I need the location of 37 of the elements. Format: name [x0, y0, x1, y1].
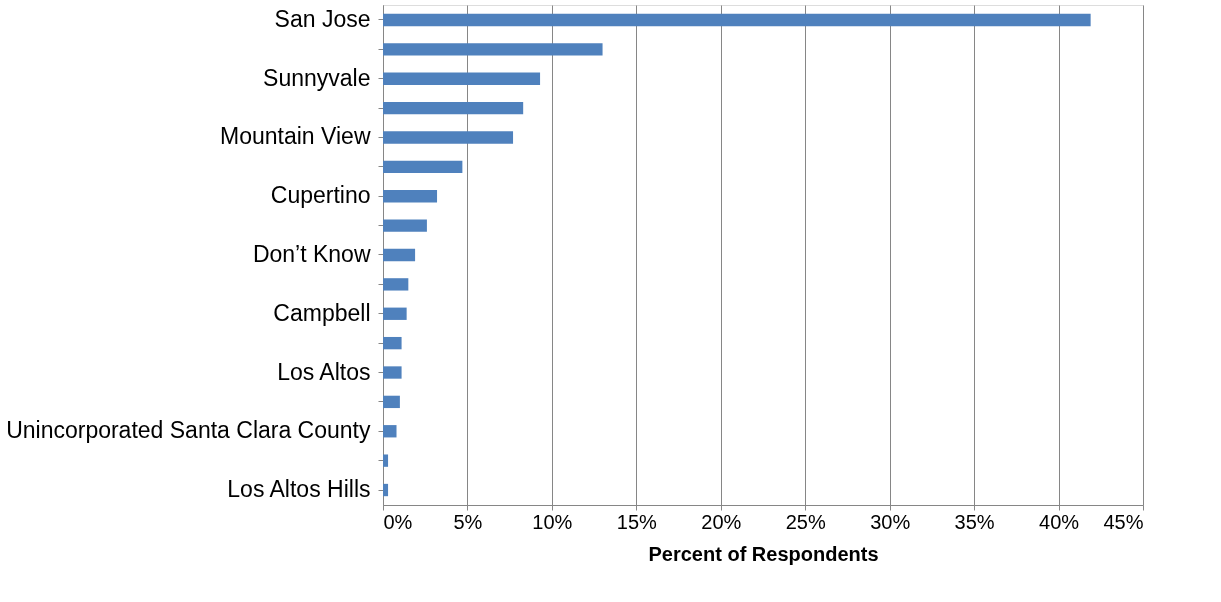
x-tick-label: 15% — [616, 510, 658, 533]
x-tick-label: 10% — [532, 510, 573, 533]
x-axis-title: Percent of Respondents — [648, 542, 879, 565]
x-tick-label: 30% — [870, 510, 911, 533]
bar — [383, 190, 438, 203]
x-tick-label: 5% — [453, 510, 483, 533]
bar — [383, 131, 514, 144]
y-tick-label: Unincorporated Santa Clara County — [6, 417, 371, 444]
bar — [383, 336, 402, 350]
bar — [383, 366, 402, 379]
bar — [383, 425, 397, 438]
y-tick-label: Los Altos Hills — [227, 476, 371, 503]
bar — [383, 101, 524, 115]
y-tick-label: Campbell — [273, 299, 371, 326]
x-tick-label: 45% — [1103, 510, 1144, 533]
y-tick-label: Don’t Know — [252, 241, 371, 267]
bar — [383, 454, 389, 467]
x-tick-label: 0% — [383, 510, 413, 533]
bar — [383, 307, 407, 320]
bar — [383, 278, 409, 291]
y-tick-label: Mountain View — [220, 123, 371, 150]
x-tick-label: 35% — [954, 510, 995, 533]
bar — [383, 160, 463, 174]
bar — [383, 219, 427, 232]
bar — [383, 13, 1091, 27]
y-tick-label: Cupertino — [270, 182, 371, 209]
bar — [383, 72, 541, 85]
x-tick-label: 20% — [701, 510, 742, 533]
y-tick-label: San Jose — [274, 5, 371, 32]
bar — [383, 483, 389, 497]
y-tick-label: Sunnyvale — [263, 64, 371, 91]
bar — [383, 248, 416, 262]
y-tick-label: Los Altos — [277, 358, 371, 385]
x-tick-label: 25% — [785, 510, 826, 533]
x-tick-label: 40% — [1039, 510, 1080, 533]
bar — [383, 43, 603, 56]
bar — [383, 395, 400, 409]
